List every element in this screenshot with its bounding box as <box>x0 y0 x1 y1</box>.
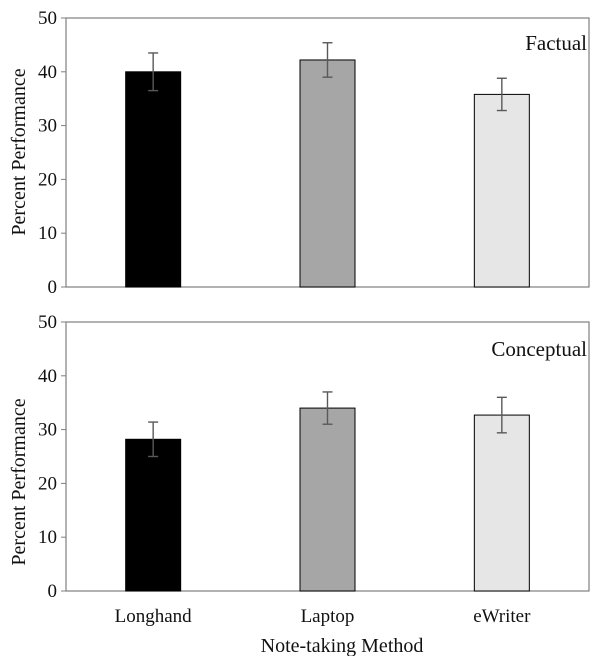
x-tick-label-longhand: Longhand <box>115 606 193 627</box>
factual-panel: Percent Performance Factual 0 10 20 30 40 50 <box>8 8 590 298</box>
x-axis-label: Note-taking Method <box>261 635 424 656</box>
conceptual-bar-ewriter <box>473 414 530 592</box>
factual-bar-laptop <box>299 59 356 288</box>
factual-bar-ewriter <box>473 93 530 288</box>
factual-y-axis-label: Percent Performance <box>8 68 30 235</box>
conceptual-panel: Percent Performance Conceptual 0 10 20 30 40… <box>8 312 590 627</box>
factual-y-tick-label: 40 <box>38 62 57 83</box>
x-tick-label-laptop: Laptop <box>301 606 355 627</box>
conceptual-y-tick-label: 0 <box>48 581 58 602</box>
conceptual-y-axis-label: Percent Performance <box>8 398 30 565</box>
conceptual-y-tick-label: 40 <box>38 366 57 387</box>
conceptual-y-tick-label: 10 <box>38 527 57 548</box>
factual-bar-longhand <box>125 71 182 288</box>
conceptual-panel-title: Conceptual <box>491 337 587 361</box>
x-tick-label-ewriter: eWriter <box>473 606 531 627</box>
conceptual-bar-longhand <box>125 438 182 592</box>
conceptual-bar-laptop <box>299 407 356 592</box>
factual-y-tick-label: 50 <box>38 8 57 29</box>
factual-y-tick-label: 0 <box>48 277 58 298</box>
factual-y-tick-label: 10 <box>38 223 57 244</box>
conceptual-y-tick-label: 50 <box>38 312 57 333</box>
conceptual-y-tick-label: 30 <box>38 420 57 441</box>
factual-y-tick-label: 20 <box>38 169 57 190</box>
factual-y-tick-label: 30 <box>38 116 57 137</box>
conceptual-y-tick-label: 20 <box>38 473 57 494</box>
factual-panel-title: Factual <box>525 31 587 55</box>
